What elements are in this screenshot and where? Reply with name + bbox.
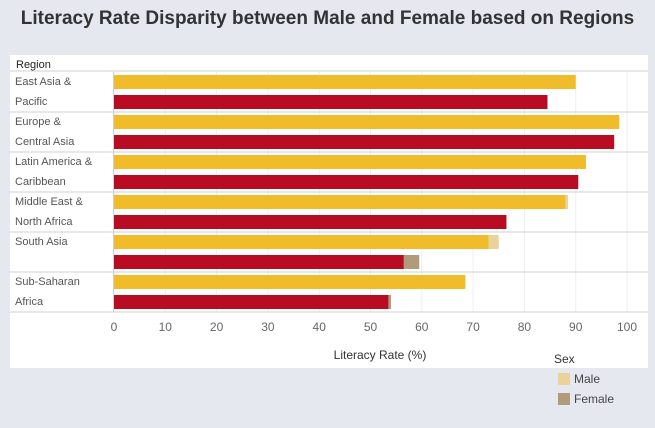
legend-label-male: Male <box>574 372 601 386</box>
bar-female-3[interactable] <box>114 215 507 229</box>
x-tick-label-0: 0 <box>111 320 118 334</box>
legend-item-male[interactable]: Male <box>558 372 600 386</box>
bar-female-1[interactable] <box>114 135 615 149</box>
category-label-2: Latin America & Caribbean <box>15 156 93 188</box>
bar-highlight-male-4 <box>488 235 499 249</box>
bar-male-2[interactable] <box>114 155 586 169</box>
x-tick-label-1: 10 <box>159 320 173 334</box>
legend-item-female[interactable]: Female <box>558 392 614 406</box>
bar-highlight-female-4 <box>403 255 420 269</box>
bar-highlight-male-3 <box>565 195 569 209</box>
bar-male-5[interactable] <box>114 275 466 289</box>
chart-title: Literacy Rate Disparity between Male and… <box>20 8 635 29</box>
x-tick-label-8: 80 <box>518 320 532 334</box>
x-tick-label-4: 40 <box>313 320 327 334</box>
category-label-4: South Asia <box>15 236 68 248</box>
bar-male-4[interactable] <box>114 235 489 249</box>
x-tick-labels: 0 10 20 30 40 50 60 70 80 90 100 <box>111 320 638 334</box>
bar-female-5[interactable] <box>114 295 389 309</box>
legend-label-female: Female <box>574 392 615 406</box>
bar-female-0[interactable] <box>114 95 548 109</box>
category-label-5: Sub-Saharan Africa <box>15 276 80 308</box>
bar-highlight-female-5 <box>388 295 392 309</box>
category-label-0: East Asia & Pacific <box>15 76 72 108</box>
bar-male-3[interactable] <box>114 195 566 209</box>
x-axis-label: Literacy Rate (%) <box>334 348 427 362</box>
bar-male-1[interactable] <box>114 115 620 129</box>
bar-female-4[interactable] <box>114 255 404 269</box>
bars <box>114 75 620 309</box>
category-labels: East Asia & Pacific Europe & Central Asia La… <box>15 76 93 308</box>
x-tick-label-10: 100 <box>617 320 637 334</box>
chart-panel: Region East Asia & Pacific Europe & Central… <box>10 55 648 368</box>
x-tick-label-2: 20 <box>210 320 224 334</box>
x-tick-label-3: 30 <box>261 320 275 334</box>
bar-female-2[interactable] <box>114 175 579 189</box>
row-header-label: Region <box>16 59 51 71</box>
bar-male-0[interactable] <box>114 75 576 89</box>
legend-title: Sex <box>554 352 575 366</box>
category-label-1: Europe & Central Asia <box>15 116 75 148</box>
row-dividers <box>10 111 648 313</box>
x-tick-label-5: 50 <box>364 320 378 334</box>
bar-chart: Region East Asia & Pacific Europe & Central… <box>10 59 648 362</box>
legend-swatch-male <box>558 373 570 385</box>
legend-swatch-female <box>558 393 570 405</box>
x-tick-label-9: 90 <box>569 320 583 334</box>
x-tick-label-7: 70 <box>466 320 480 334</box>
category-label-3: Middle East & North Africa <box>15 196 84 228</box>
x-tick-label-6: 60 <box>415 320 429 334</box>
